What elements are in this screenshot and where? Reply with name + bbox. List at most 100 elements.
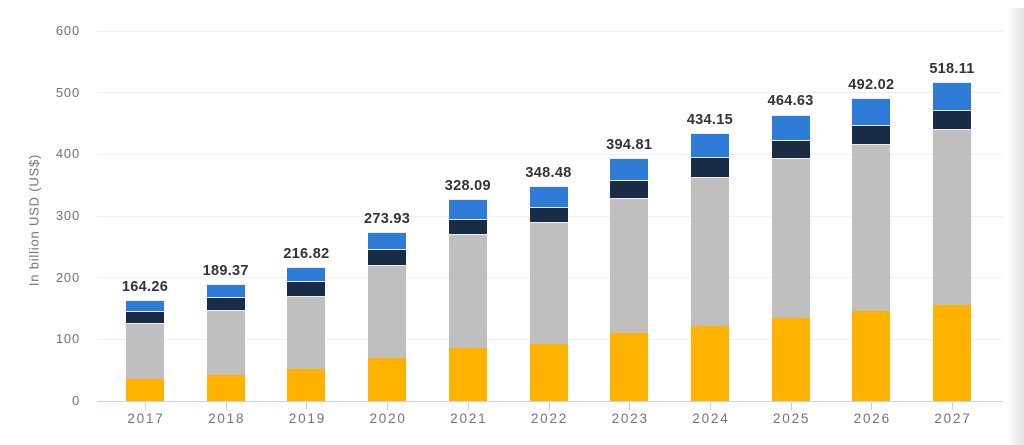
y-axis-tick-label: 300 <box>55 208 80 223</box>
bar-group-2017: 164.26 <box>122 279 168 401</box>
segment-dark-navy[interactable] <box>368 249 407 266</box>
segment-dark-navy[interactable] <box>852 124 891 144</box>
bar-total-label: 394.81 <box>606 136 653 153</box>
segment-gray[interactable] <box>126 322 164 380</box>
x-axis-label: 2024 <box>692 411 730 426</box>
segment-bottom-amber[interactable] <box>852 310 891 401</box>
x-axis-label: 2025 <box>772 411 811 426</box>
y-axis-tick-label: 400 <box>55 146 80 162</box>
segment-dark-navy[interactable] <box>206 297 245 311</box>
bar-group-2022: 348.48 <box>525 165 571 401</box>
segment-gray[interactable] <box>529 222 568 345</box>
segment-gray[interactable] <box>448 233 487 348</box>
bar-group-2021: 328.09 <box>445 178 491 401</box>
segment-dark-navy[interactable] <box>690 157 729 177</box>
segment-gray[interactable] <box>690 176 729 326</box>
x-axis-label: 2021 <box>450 411 488 426</box>
segment-dark-navy[interactable] <box>287 281 326 296</box>
segment-top-blue[interactable] <box>206 284 245 298</box>
x-axis-tick <box>306 402 308 410</box>
x-axis-tick <box>548 402 550 410</box>
bar-group-2027: 518.11 <box>929 61 974 401</box>
segment-dark-navy[interactable] <box>610 179 649 198</box>
bar-total-label: 492.02 <box>848 76 895 93</box>
bar-group-2023: 394.81 <box>606 137 652 401</box>
x-axis-label: 2023 <box>611 411 649 426</box>
bar-group-2019: 216.82 <box>283 246 329 401</box>
bar-total-label: 189.37 <box>202 263 249 280</box>
y-axis-tick-label: 200 <box>55 269 80 285</box>
side-panel-peek <box>1009 8 1024 445</box>
bar-total-label: 273.93 <box>364 211 411 228</box>
segment-gray[interactable] <box>368 265 407 359</box>
segment-bottom-amber[interactable] <box>126 379 164 401</box>
segment-dark-navy[interactable] <box>529 206 568 223</box>
bar-total-label: 164.26 <box>121 278 169 295</box>
x-axis-label: 2026 <box>853 411 891 426</box>
x-axis-tick <box>790 402 792 410</box>
segment-gray[interactable] <box>771 158 810 318</box>
bar-group-2025: 464.63 <box>768 93 813 401</box>
bar-total-label: 216.82 <box>283 246 330 263</box>
segment-top-blue[interactable] <box>771 114 810 140</box>
segment-dark-navy[interactable] <box>933 109 971 130</box>
y-axis-tick-label: 0 <box>71 393 80 408</box>
segment-gray[interactable] <box>206 310 245 376</box>
segment-top-blue[interactable] <box>368 232 407 250</box>
plot-area: 164.26 2017 189.37 2018 216.82 2019 273.93 2020… <box>97 30 1003 426</box>
x-axis-tick <box>709 402 711 410</box>
x-axis-tick <box>952 402 953 410</box>
segment-gray[interactable] <box>287 295 326 369</box>
segment-bottom-amber[interactable] <box>610 333 649 401</box>
bar-total-label: 464.63 <box>767 93 814 110</box>
segment-top-blue[interactable] <box>287 267 326 282</box>
y-axis-tick-label: 100 <box>55 331 80 347</box>
bar-total-label: 518.11 <box>929 60 975 77</box>
segment-top-blue[interactable] <box>610 157 649 180</box>
x-axis-tick <box>387 402 389 410</box>
segment-bottom-amber[interactable] <box>206 375 245 401</box>
x-axis-tick <box>871 402 873 410</box>
segment-bottom-amber[interactable] <box>368 358 407 401</box>
segment-dark-navy[interactable] <box>126 310 164 323</box>
segment-bottom-amber[interactable] <box>933 305 971 401</box>
bar-group-2020: 273.93 <box>364 211 410 401</box>
segment-top-blue[interactable] <box>690 133 729 158</box>
bar-total-label: 328.09 <box>444 177 491 194</box>
segment-top-blue[interactable] <box>448 198 487 220</box>
segment-gray[interactable] <box>852 143 891 311</box>
segment-top-blue[interactable] <box>933 81 971 110</box>
segment-dark-navy[interactable] <box>771 139 810 159</box>
segment-bottom-amber[interactable] <box>771 317 810 401</box>
segment-bottom-amber[interactable] <box>529 344 568 401</box>
segment-gray[interactable] <box>933 129 971 306</box>
x-axis-tick <box>145 402 146 410</box>
bar-total-label: 434.15 <box>686 112 733 129</box>
x-axis-label: 2019 <box>288 411 326 426</box>
gridline-500 <box>97 92 1003 94</box>
segment-top-blue[interactable] <box>126 299 164 311</box>
bar-group-2018: 189.37 <box>203 263 248 401</box>
x-axis-tick <box>629 402 631 410</box>
segment-bottom-amber[interactable] <box>448 347 487 401</box>
x-axis-label: 2017 <box>127 411 165 426</box>
x-axis-label: 2020 <box>369 411 407 426</box>
segment-dark-navy[interactable] <box>448 219 487 234</box>
x-axis-line <box>97 401 1003 402</box>
bar-group-2024: 434.15 <box>687 112 733 401</box>
x-axis-tick <box>225 402 227 410</box>
x-axis-label: 2018 <box>208 411 246 426</box>
segment-top-blue[interactable] <box>529 186 568 207</box>
segment-bottom-amber[interactable] <box>287 368 326 401</box>
bar-total-label: 348.48 <box>525 165 572 182</box>
segment-bottom-amber[interactable] <box>690 325 729 401</box>
x-axis-tick <box>467 402 469 410</box>
x-axis-label: 2022 <box>530 411 569 426</box>
y-axis-tick-label: 500 <box>55 84 80 100</box>
y-axis-tick-label: 600 <box>55 23 80 38</box>
segment-gray[interactable] <box>610 197 649 334</box>
segment-top-blue[interactable] <box>852 97 891 125</box>
bar-group-2026: 492.02 <box>848 77 894 401</box>
x-axis-label: 2027 <box>934 411 972 426</box>
